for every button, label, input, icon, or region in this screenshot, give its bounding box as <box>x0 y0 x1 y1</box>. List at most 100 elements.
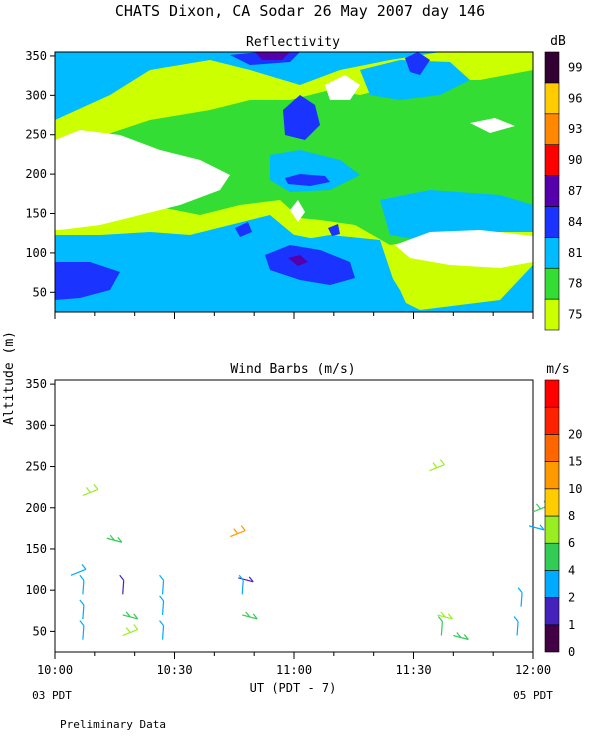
reflectivity-y-axis: 50 100 150 200 250 300 350 <box>25 49 55 299</box>
wind-xtick-label: 10:30 <box>156 663 192 677</box>
refl-region-81-pocket <box>55 52 150 80</box>
refl-region-white-rt <box>470 118 515 133</box>
wind-ytick-label: 250 <box>25 460 47 474</box>
refl-colorbar-swatch <box>544 144 560 176</box>
refl-ytick-label: 250 <box>25 128 47 142</box>
wind-ytick-label: 100 <box>25 583 47 597</box>
preliminary-note: Preliminary Data <box>60 718 166 731</box>
refl-region-84-a <box>55 262 120 300</box>
x-end-date: 05 PDT <box>513 689 553 702</box>
wind-barb <box>79 620 85 640</box>
wind-barb <box>437 611 453 620</box>
wind-colorbar-swatch <box>544 461 560 490</box>
wind-colorbar-label: 2 <box>568 591 575 605</box>
wind-barb <box>82 484 99 496</box>
wind-barb <box>122 611 139 620</box>
refl-colorbar-swatch <box>544 175 560 207</box>
wind-barb <box>513 616 519 636</box>
refl-region-white-left <box>55 130 230 230</box>
refl-ytick-label: 150 <box>25 207 47 221</box>
wind-barb <box>242 611 258 620</box>
wind-x-axis: 10:00 10:30 11:00 11:30 12:00 <box>37 312 551 677</box>
wind-colorbar: 0 1 2 4 6 8 10 15 20 <box>544 379 582 659</box>
refl-region-81-top <box>360 60 470 100</box>
wind-title: Wind Barbs (m/s) <box>230 362 355 377</box>
wind-colorbar-label: 15 <box>568 455 582 469</box>
refl-region-84-e <box>285 174 330 186</box>
wind-barb <box>517 587 523 607</box>
wind-barb <box>79 574 85 595</box>
wind-colorbar-swatch <box>544 542 560 571</box>
wind-ytick-label: 300 <box>25 418 47 432</box>
wind-colorbar-label: 20 <box>568 427 582 441</box>
wind-barb <box>238 574 244 595</box>
wind-colorbar-unit: m/s <box>546 362 569 377</box>
refl-region-84-h <box>328 224 340 236</box>
wind-colorbar-swatch <box>544 515 560 544</box>
refl-region-84-c <box>283 95 320 140</box>
wind-barb <box>122 624 139 637</box>
refl-colorbar-label: 81 <box>568 246 582 260</box>
reflectivity-title: Reflectivity <box>246 35 340 50</box>
wind-frame <box>54 379 534 653</box>
reflectivity-panel: Reflectivity <box>25 34 582 331</box>
refl-region-84-b <box>265 245 355 285</box>
x-start-date: 03 PDT <box>32 689 72 702</box>
refl-colorbar-label: 96 <box>568 91 582 105</box>
wind-barb <box>159 574 165 595</box>
wind-ytick-label: 150 <box>25 542 47 556</box>
refl-ytick-label: 100 <box>25 246 47 260</box>
refl-region-87-b <box>255 52 290 60</box>
figure-title: CHATS Dixon, CA Sodar 26 May 2007 day 14… <box>115 2 485 20</box>
wind-ytick-label: 350 <box>25 377 47 391</box>
wind-barb <box>437 616 443 636</box>
wind-colorbar-swatch <box>544 570 560 598</box>
refl-region-81-right <box>380 190 533 240</box>
refl-colorbar-label: 90 <box>568 153 582 167</box>
wind-barb <box>159 595 165 615</box>
refl-colorbar-swatch <box>544 237 560 269</box>
wind-colorbar-label: 4 <box>568 563 575 577</box>
refl-colorbar-swatch <box>544 82 560 115</box>
wind-barb <box>238 576 254 583</box>
reflectivity-colorbar-unit: dB <box>550 34 566 49</box>
refl-colorbar-swatch <box>544 267 560 300</box>
refl-colorbar-swatch <box>544 206 560 238</box>
wind-xtick-label: 12:00 <box>515 663 551 677</box>
y-axis-label: Altitude (m) <box>2 331 17 425</box>
refl-ytick-label: 50 <box>33 285 47 299</box>
wind-colorbar-swatch <box>544 434 560 462</box>
refl-region-white-right <box>395 230 533 268</box>
wind-xtick-label: 11:00 <box>276 663 312 677</box>
x-axis-label: UT (PDT - 7) <box>250 681 337 695</box>
wind-xtick-label: 10:00 <box>37 663 73 677</box>
refl-colorbar-label: 75 <box>568 308 582 322</box>
refl-ytick-label: 350 <box>25 49 47 63</box>
wind-barb <box>70 563 87 576</box>
wind-barb-layer <box>70 459 549 641</box>
wind-colorbar-label: 1 <box>568 618 575 632</box>
refl-region-white-small <box>325 75 360 100</box>
wind-colorbar-swatch <box>544 488 560 517</box>
wind-barb <box>119 574 125 595</box>
refl-region-87-a <box>288 255 308 266</box>
wind-xtick-label: 11:30 <box>395 663 431 677</box>
reflectivity-field <box>55 52 533 312</box>
wind-colorbar-label: 0 <box>568 645 575 659</box>
wind-barb <box>230 525 246 538</box>
wind-colorbar-swatch <box>544 406 560 435</box>
wind-barb <box>106 534 123 543</box>
wind-ytick-label: 50 <box>33 624 47 638</box>
refl-colorbar-swatch <box>544 113 560 145</box>
wind-colorbar-label: 6 <box>568 536 575 550</box>
refl-region-84-g <box>405 52 430 75</box>
wind-colorbar-label: 8 <box>568 509 575 523</box>
wind-barb <box>528 524 545 531</box>
wind-barb <box>79 599 85 620</box>
wind-colorbar-swatch <box>544 597 560 626</box>
refl-ytick-label: 200 <box>25 167 47 181</box>
refl-colorbar-label: 93 <box>568 122 582 136</box>
refl-region-white-tiny <box>290 200 305 222</box>
